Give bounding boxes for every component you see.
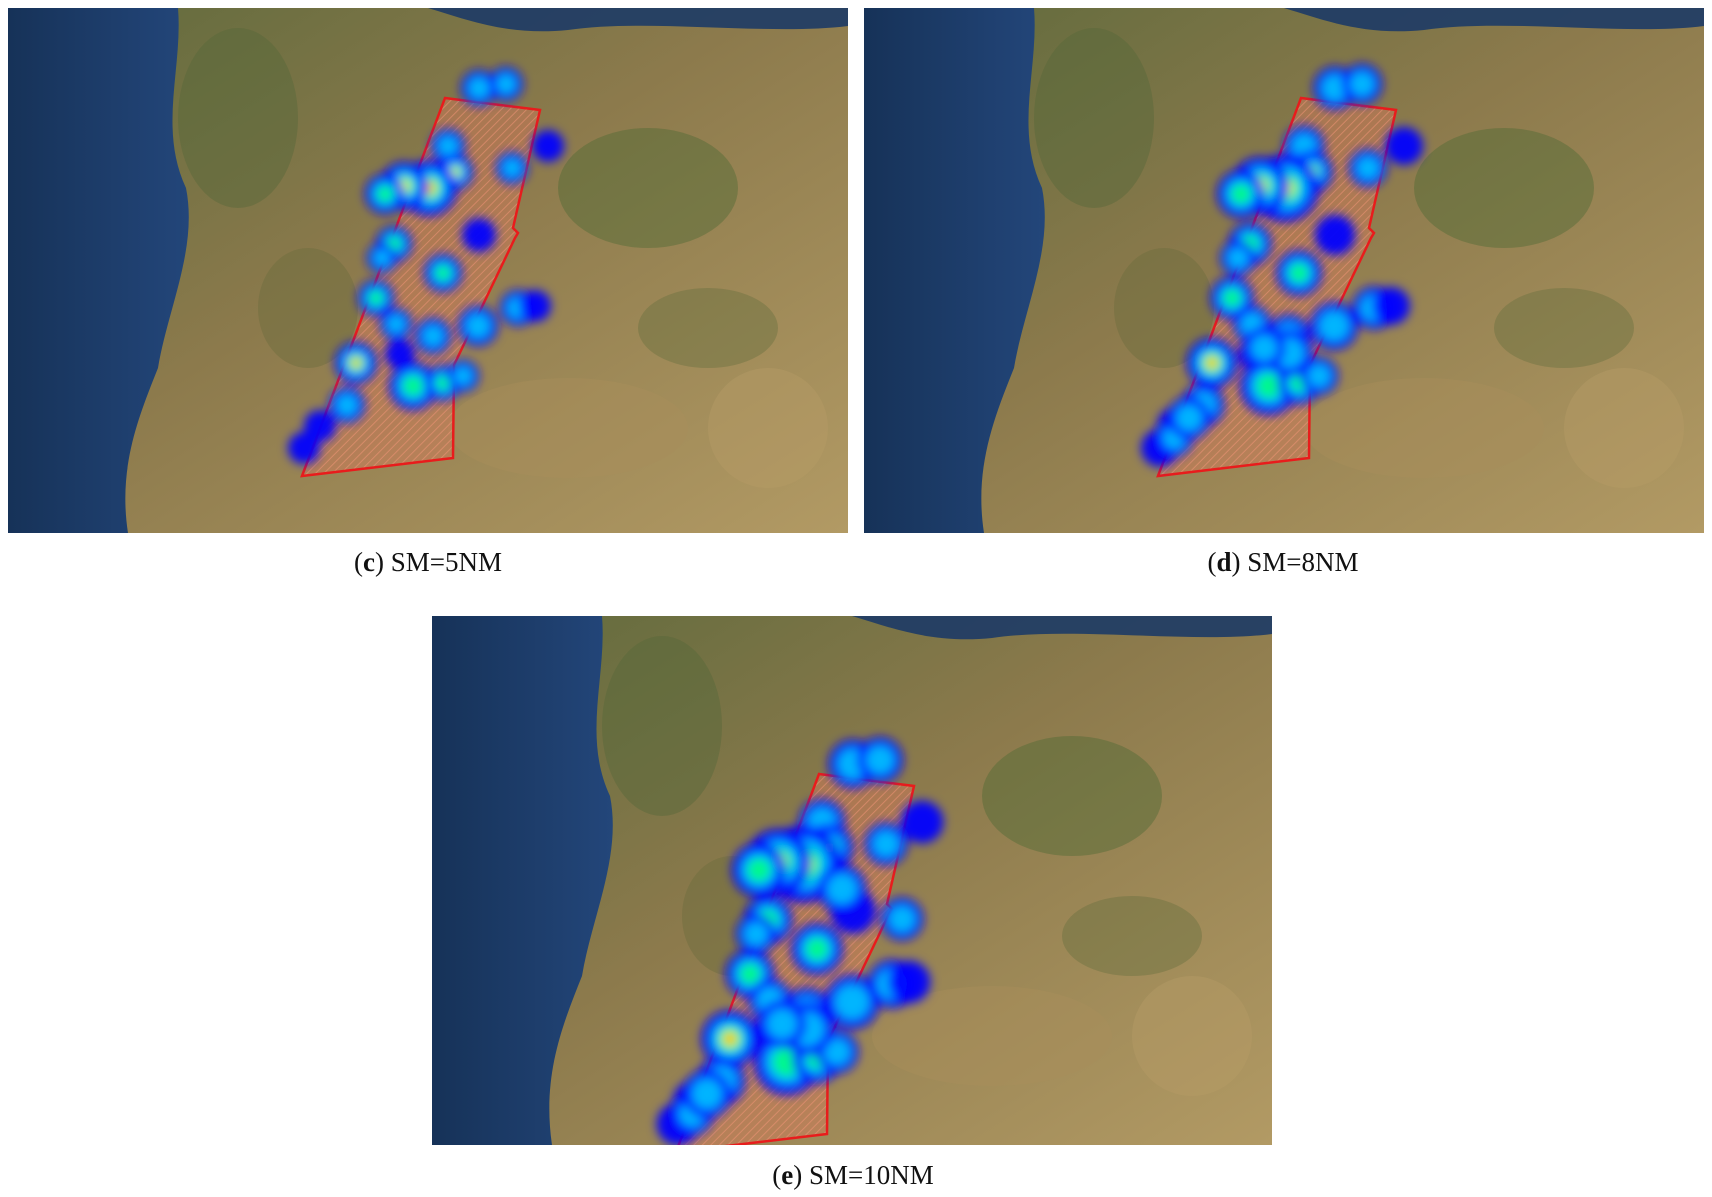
heat-spot-core [1227,247,1249,269]
heat-spot-core [1208,359,1216,367]
heat-spot-core [435,265,451,281]
heat-spot-core [377,186,393,202]
heat-spot-core [872,830,900,858]
heat-spot-core [888,905,916,933]
map-panel-c [8,8,848,533]
map-d [864,8,1704,533]
caption-text-d: SM=8NM [1247,547,1359,577]
sea-area [432,616,613,1145]
heat-spot-core [466,314,490,338]
heat-spot-core [1289,263,1309,283]
heat-spot-core [1223,289,1241,307]
heat-spot-core [823,1038,851,1066]
terrain-patch [1494,288,1634,368]
caption-text-c: SM=5NM [390,547,502,577]
heat-spot-core [387,315,405,333]
heat-spot [304,410,336,442]
map-base-c [8,8,848,533]
terrain-patch [1132,976,1252,1096]
terrain-patch [1034,28,1154,208]
heat-spot [532,130,564,162]
heat-spot-core [766,1008,798,1040]
heat-spot-core [438,136,458,156]
heat-spot [462,218,496,252]
caption-letter-c: c [363,547,375,577]
heat-spot-core [1307,364,1331,388]
heat-spot-core [691,1078,723,1110]
heat-spot-core [496,74,516,94]
heat-spot [1314,214,1356,256]
heat-spot-core [1321,74,1349,102]
heat-spot-core [1356,156,1380,180]
terrain-patch [1564,368,1684,488]
heat-spot-core [369,291,383,305]
terrain-patch [982,736,1162,856]
heat-spot-core [1175,404,1203,432]
caption-letter-e: e [781,1160,794,1190]
heat-spot [887,960,931,1004]
heat-spot [900,800,944,844]
heat-spot-core [1349,71,1375,97]
heat-spot [385,339,415,369]
heat-spot-core [422,325,444,347]
north-sea-area [428,8,848,32]
map-panel-d [864,8,1704,533]
heat-spot-core [336,394,358,416]
terrain-patch [558,128,738,248]
heat-spot-core [826,873,858,905]
heat-spot-core [436,376,450,390]
heatmap-e [656,737,944,1145]
heat-spot-core [747,858,771,882]
heat-spot [288,432,320,464]
heat-spot-core [403,376,423,396]
terrain-patch [872,986,1112,1086]
heat-spot-core [739,963,761,985]
heat-spot-core [454,367,472,385]
caption-letter-d: d [1216,547,1232,577]
heat-spot [1385,127,1423,165]
heat-spot-core [503,159,521,177]
terrain-patch [448,378,688,478]
heat-spot-core [468,77,490,99]
heat-spot-core [1256,373,1282,399]
terrain-patch [638,288,778,368]
heat-spot-core [1231,184,1251,204]
heat-spot-core [1250,334,1278,362]
heat-spot-core [353,360,359,366]
map-c [8,8,848,533]
map-panel-e [432,616,1272,1145]
terrain-patch [1414,128,1594,248]
terrain-patch [602,636,722,816]
heat-spot-core [726,1035,734,1043]
map-e [432,616,1272,1145]
caption-d: (d) SM=8NM [1207,547,1359,577]
sea-area [8,8,189,533]
terrain-patch [1062,896,1202,976]
caption-text-e: SM=10NM [808,1160,934,1190]
north-sea-area [852,616,1272,640]
terrain-patch [258,248,358,368]
heat-spot-core [373,249,391,267]
caption-c: (c) SM=5NM [354,547,502,577]
terrain-patch [1114,248,1214,368]
heat-spot [1372,287,1410,325]
north-sea-area [1284,8,1704,32]
heat-spot-core [1319,311,1349,341]
heat-spot-core [806,938,828,960]
terrain-patch [1304,378,1544,478]
heat-spot-core [744,922,768,946]
terrain-patch [708,368,828,488]
sea-area [864,8,1045,533]
heat-spot [519,290,551,322]
heatmap-d [1141,63,1423,467]
terrain-patch [178,28,298,208]
heatmap-c [288,67,564,464]
caption-e: (e) SM=10NM [772,1160,934,1190]
heat-spot-core [865,745,895,775]
heat-spot-core [834,984,870,1020]
